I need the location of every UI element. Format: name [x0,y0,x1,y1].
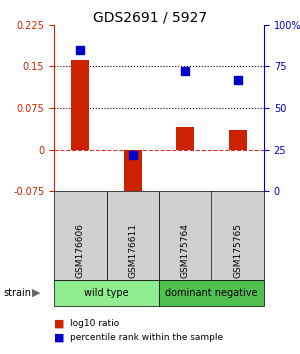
Bar [229,130,247,149]
Text: dominant negative: dominant negative [165,288,258,298]
Text: GSM176606: GSM176606 [76,223,85,278]
Text: GSM175765: GSM175765 [233,223,242,278]
Text: ▶: ▶ [32,288,40,298]
Text: percentile rank within the sample: percentile rank within the sample [70,333,224,342]
Text: GSM176611: GSM176611 [128,223,137,278]
Bar [124,149,142,197]
Bar [176,127,194,149]
Text: ■: ■ [54,332,64,342]
Text: log10 ratio: log10 ratio [70,319,120,329]
Text: ■: ■ [54,319,64,329]
Text: wild type: wild type [84,288,129,298]
Text: strain: strain [3,288,31,298]
Text: GSM175764: GSM175764 [181,223,190,278]
Text: GDS2691 / 5927: GDS2691 / 5927 [93,11,207,25]
Bar [71,60,89,149]
